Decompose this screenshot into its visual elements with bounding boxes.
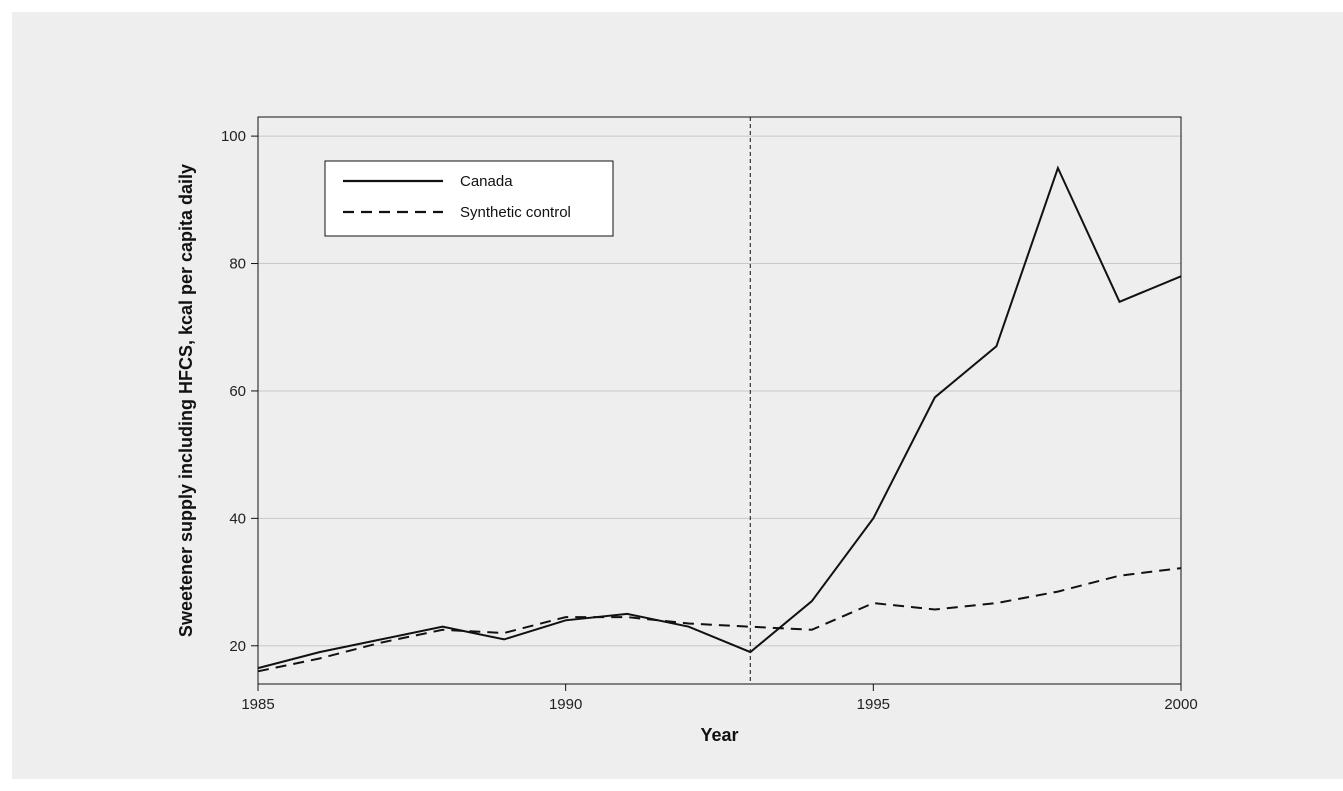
x-axis: 1985 1990 1995 2000 <box>241 684 1198 713</box>
x-tick-label: 2000 <box>1164 696 1197 713</box>
chart-panel: 1985 1990 1995 2000 20 40 60 80 100 Year Sweete… <box>12 12 1343 779</box>
x-axis-title: Year <box>700 725 738 745</box>
x-tick-label: 1995 <box>857 696 890 713</box>
y-tick-label: 20 <box>229 638 246 655</box>
x-tick-label: 1985 <box>241 696 274 713</box>
series-line-canada <box>257 165 1182 670</box>
y-tick-label: 40 <box>229 510 246 527</box>
series-line-synthetic-control <box>257 567 1182 673</box>
line-chart: 1985 1990 1995 2000 20 40 60 80 100 Year Sweete… <box>176 116 1198 745</box>
plot-frame <box>257 116 1182 685</box>
grid <box>258 135 1181 647</box>
y-tick-label: 60 <box>229 383 246 400</box>
y-axis-title: Sweetener supply including HFCS, kcal pe… <box>176 164 196 637</box>
legend-label-canada: Canada <box>460 173 513 190</box>
series-layer <box>257 165 1182 673</box>
x-tick-label: 1990 <box>549 696 582 713</box>
legend: Canada Synthetic control <box>324 160 614 237</box>
legend-label-synthetic-control: Synthetic control <box>460 204 571 221</box>
legend-box <box>324 160 614 237</box>
y-axis: 20 40 60 80 100 <box>221 128 258 655</box>
y-tick-label: 80 <box>229 256 246 273</box>
y-tick-label: 100 <box>221 128 246 145</box>
